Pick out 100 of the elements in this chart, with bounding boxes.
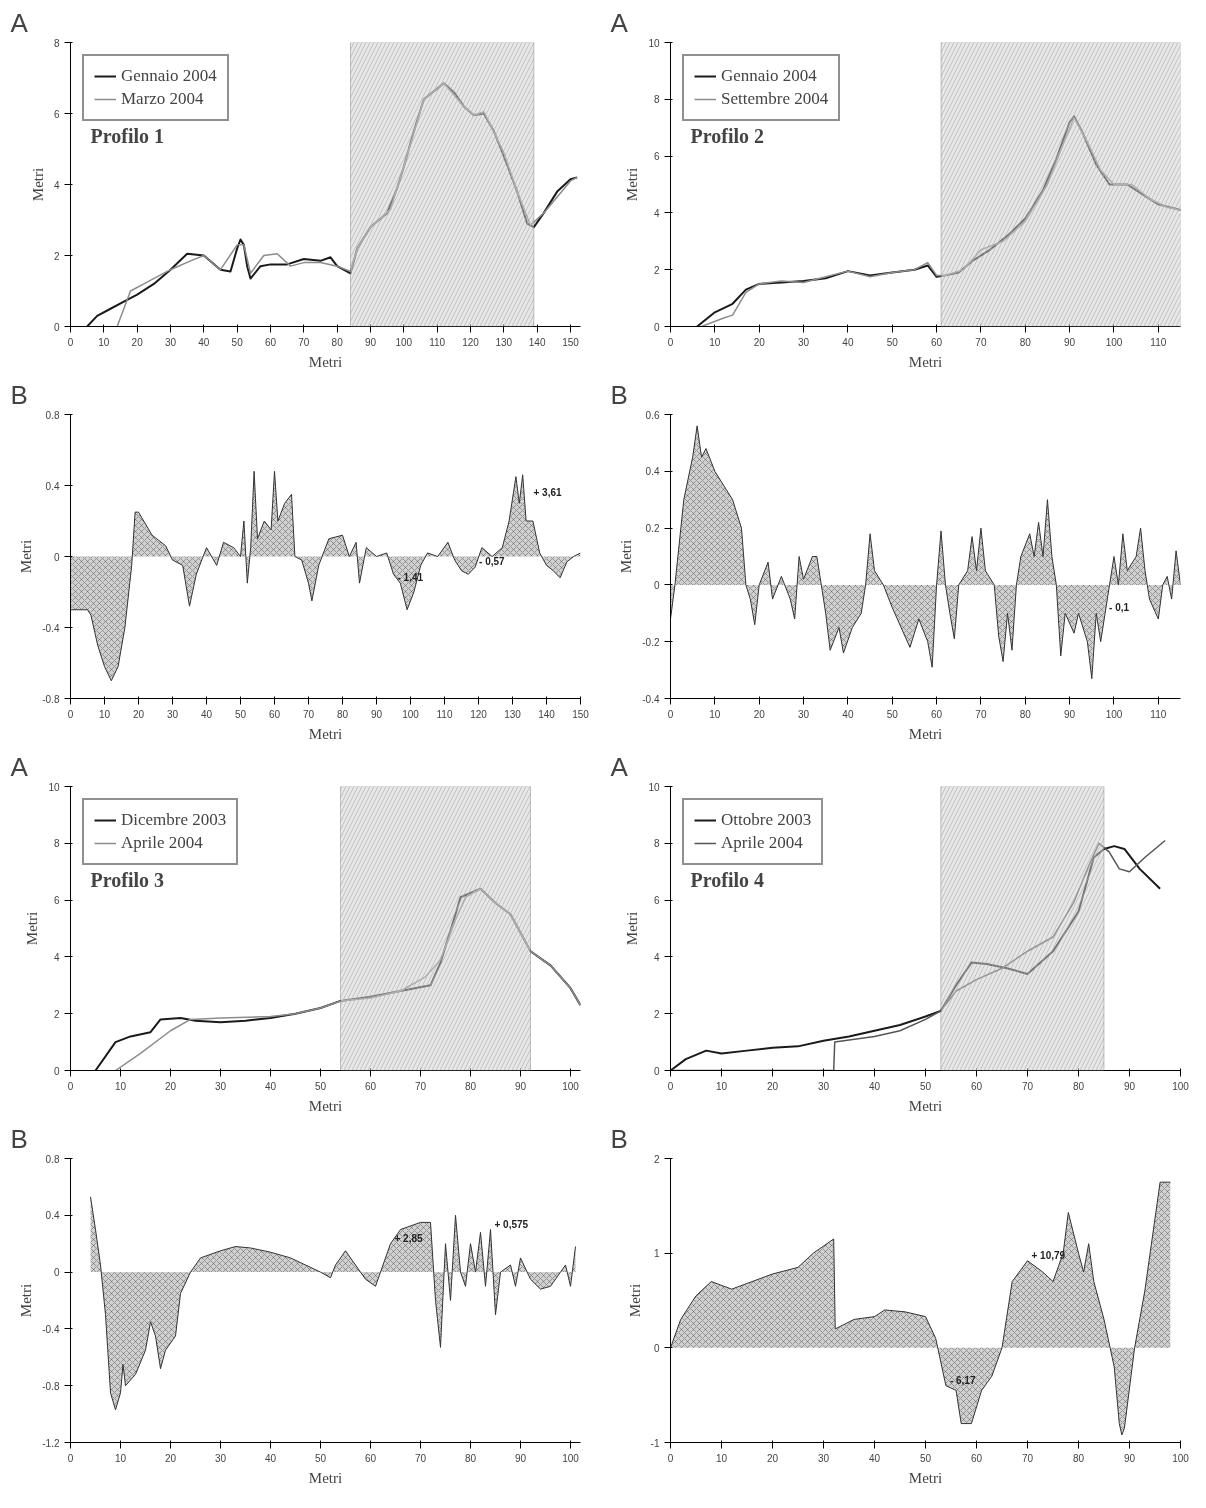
y-tick-label: -0.4 [42, 622, 60, 634]
y-tick-label: 0 [653, 1065, 660, 1077]
y-tick-label: 4 [653, 951, 660, 963]
y-tick-label: 8 [53, 37, 60, 49]
x-tick-label: 60 [931, 336, 943, 348]
x-axis-title: Metri [308, 353, 343, 370]
y-tick-label: 0 [53, 1065, 60, 1077]
x-tick-label: 90 [364, 336, 377, 348]
y-tick-label: 2 [653, 1153, 660, 1165]
x-tick-label: 60 [970, 1080, 983, 1092]
y-tick-label: 0.4 [645, 466, 660, 478]
x-tick-label: 10 [98, 708, 111, 720]
legend-label: Marzo 2004 [121, 89, 204, 109]
x-tick-label: 100 [1105, 708, 1123, 720]
y-axis-title: Metri [29, 167, 46, 202]
x-tick-label: 80 [464, 1452, 477, 1464]
x-tick-label: 10 [709, 336, 721, 348]
x-tick-label: 80 [464, 1080, 477, 1092]
x-tick-label: 30 [164, 336, 177, 348]
annotation: + 3,61 [533, 486, 563, 498]
y-tick-label: 0.8 [45, 1153, 60, 1165]
annotation: Profilo 4 [690, 868, 765, 891]
x-tick-label: 10 [715, 1452, 728, 1464]
x-tick-label: 60 [970, 1452, 983, 1464]
x-tick-label: 100 [1172, 1080, 1190, 1092]
y-tick-label: 8 [653, 838, 660, 850]
x-tick-label: 0 [667, 708, 674, 720]
x-tick-label: 40 [868, 1452, 881, 1464]
x-tick-label: 100 [395, 336, 413, 348]
x-tick-label: 70 [1021, 1080, 1034, 1092]
y-tick-label: 2 [653, 264, 660, 276]
x-tick-label: 40 [868, 1080, 881, 1092]
x-tick-label: 140 [528, 336, 546, 348]
x-tick-label: 30 [817, 1080, 830, 1092]
y-axis-title: Metri [624, 167, 641, 202]
y-tick-label: 0.2 [645, 523, 660, 535]
y-tick-label: 10 [648, 781, 660, 793]
x-tick-label: 0 [667, 1452, 674, 1464]
x-axis-title: Metri [908, 1097, 943, 1114]
x-tick-label: 40 [842, 336, 854, 348]
x-tick-label: 150 [572, 708, 590, 720]
text: A [10, 7, 29, 38]
x-tick-label: 0 [67, 1080, 74, 1092]
text: B [610, 1123, 628, 1154]
y-tick-label: -0.8 [42, 1380, 60, 1392]
y-axis-title: Metri [626, 1283, 643, 1318]
x-tick-label: 80 [1072, 1080, 1085, 1092]
y-tick-label: 0 [653, 1342, 660, 1354]
x-tick-label: 70 [414, 1452, 427, 1464]
x-tick-label: 30 [797, 336, 810, 348]
y-tick-label: 1 [653, 1248, 660, 1260]
y-tick-label: 8 [653, 94, 660, 106]
text: A [610, 7, 629, 38]
x-tick-label: 110 [436, 708, 453, 720]
x-tick-label: 20 [766, 1452, 779, 1464]
x-tick-label: 70 [298, 336, 310, 348]
legend-label: Settembre 2004 [721, 89, 829, 109]
x-tick-label: 130 [495, 336, 513, 348]
annotation: + 10,79 [1031, 1249, 1066, 1261]
y-tick-label: 0 [53, 551, 60, 563]
x-tick-label: 60 [268, 708, 281, 720]
y-axis-title: Metri [24, 911, 41, 946]
x-tick-label: 110 [1150, 336, 1167, 348]
legend-label: Gennaio 2004 [721, 66, 817, 86]
x-tick-label: 140 [538, 708, 556, 720]
y-tick-label: -0.4 [642, 693, 660, 705]
x-tick-label: 0 [67, 708, 74, 720]
x-tick-label: 90 [1064, 336, 1076, 348]
x-tick-label: 120 [462, 336, 480, 348]
y-tick-label: 6 [53, 895, 60, 907]
legend-label: Dicembre 2003 [121, 810, 227, 830]
annotation: + 2,85 [394, 1232, 424, 1244]
y-tick-label: 0 [53, 321, 60, 333]
x-tick-label: 70 [302, 708, 315, 720]
x-tick-label: 30 [817, 1452, 830, 1464]
x-tick-label: 110 [429, 336, 446, 348]
y-tick-label: 0 [653, 579, 660, 591]
x-tick-label: 40 [264, 1452, 277, 1464]
x-tick-label: 50 [919, 1452, 932, 1464]
y-tick-label: 0 [53, 1267, 60, 1279]
x-tick-label: 30 [214, 1452, 227, 1464]
x-tick-label: 20 [131, 336, 144, 348]
x-tick-label: 90 [370, 708, 383, 720]
x-tick-label: 20 [753, 336, 766, 348]
x-tick-label: 0 [67, 336, 74, 348]
y-tick-label: 0.4 [45, 480, 60, 492]
y-tick-label: -1.2 [42, 1437, 60, 1449]
y-tick-label: 0.8 [45, 409, 60, 421]
legend-label: Aprile 2004 [721, 833, 803, 853]
x-axis-title: Metri [308, 1097, 343, 1114]
annotation: Profilo 2 [690, 124, 765, 147]
x-tick-label: 60 [364, 1080, 377, 1092]
y-tick-label: -1 [650, 1437, 660, 1449]
x-tick-label: 50 [314, 1452, 327, 1464]
x-tick-label: 50 [314, 1080, 327, 1092]
x-tick-label: 50 [234, 708, 247, 720]
x-tick-label: 90 [1123, 1452, 1136, 1464]
annotation: - 6,17 [949, 1374, 976, 1386]
x-tick-label: 100 [1105, 336, 1123, 348]
text: A [10, 751, 29, 782]
